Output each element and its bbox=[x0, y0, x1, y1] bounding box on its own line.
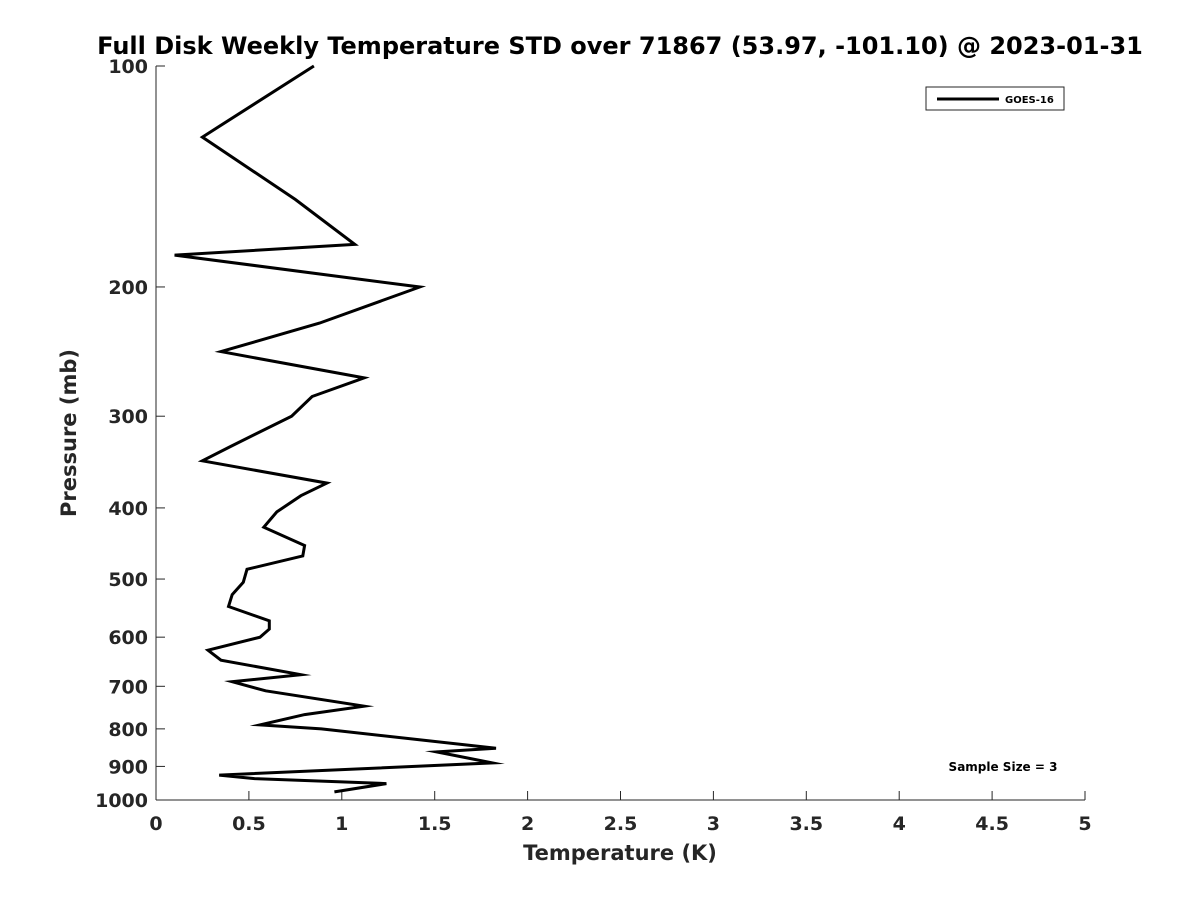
y-tick-label: 500 bbox=[108, 569, 148, 591]
x-tick-label: 3.5 bbox=[789, 813, 823, 835]
y-tick-label: 200 bbox=[108, 277, 148, 299]
x-tick-label: 2.5 bbox=[604, 813, 638, 835]
x-tick-label: 5 bbox=[1078, 813, 1091, 835]
series-line-goes-16 bbox=[174, 64, 505, 794]
series-layer bbox=[174, 64, 505, 794]
y-tick-label: 300 bbox=[108, 406, 148, 428]
x-ticks: 0 0.5 1 1.5 2 2.5 3 3.5 4 4.5 5 bbox=[149, 791, 1092, 835]
x-tick-label: 0 bbox=[149, 813, 162, 835]
y-tick-label: 800 bbox=[108, 719, 148, 741]
y-axis-label: Pressure (mb) bbox=[57, 349, 81, 517]
x-tick-label: 2 bbox=[521, 813, 534, 835]
x-tick-label: 0.5 bbox=[232, 813, 266, 835]
y-ticks: 100 200 300 400 500 600 700 800 900 1000 bbox=[95, 56, 165, 812]
y-tick-label: 700 bbox=[108, 676, 148, 698]
sample-size-annotation: Sample Size = 3 bbox=[949, 760, 1058, 774]
x-tick-label: 4.5 bbox=[975, 813, 1009, 835]
y-tick-label: 900 bbox=[108, 756, 148, 778]
x-axis-label: Temperature (K) bbox=[523, 841, 717, 865]
y-tick-label: 100 bbox=[108, 56, 148, 78]
legend: GOES-16 bbox=[925, 86, 1065, 111]
x-tick-label: 1 bbox=[335, 813, 348, 835]
y-tick-label: 1000 bbox=[95, 790, 148, 812]
x-tick-label: 3 bbox=[707, 813, 720, 835]
y-tick-label: 600 bbox=[108, 627, 148, 649]
y-tick-label: 400 bbox=[108, 498, 148, 520]
legend-label-goes-16: GOES-16 bbox=[1005, 95, 1054, 106]
x-tick-label: 1.5 bbox=[418, 813, 452, 835]
x-tick-label: 4 bbox=[893, 813, 906, 835]
chart-title: Full Disk Weekly Temperature STD over 71… bbox=[97, 32, 1143, 60]
axes bbox=[155, 66, 1085, 801]
